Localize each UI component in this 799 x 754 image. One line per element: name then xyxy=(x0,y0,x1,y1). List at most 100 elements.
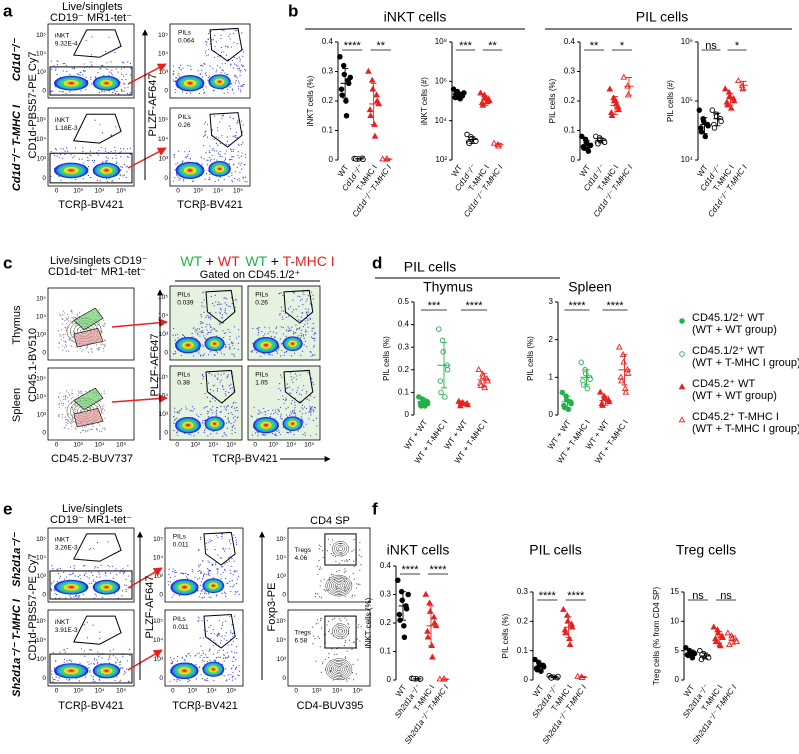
event xyxy=(71,426,72,427)
event xyxy=(208,593,209,594)
event xyxy=(224,655,225,656)
event xyxy=(207,549,208,550)
event xyxy=(205,654,206,655)
event xyxy=(217,65,218,66)
event xyxy=(96,595,97,596)
event xyxy=(294,401,295,402)
gate-value: 0.039 xyxy=(177,300,194,307)
event xyxy=(63,399,64,400)
event xyxy=(99,309,100,310)
gate-value: 1.18E-3 xyxy=(55,125,78,132)
event xyxy=(199,667,200,668)
event xyxy=(306,331,307,332)
event xyxy=(224,550,225,551)
event xyxy=(320,620,321,621)
event xyxy=(282,395,283,396)
event xyxy=(229,346,230,347)
event xyxy=(209,324,210,325)
event xyxy=(296,328,297,329)
error-bar xyxy=(356,159,362,160)
event xyxy=(91,54,92,55)
event xyxy=(52,90,53,91)
event xyxy=(192,569,193,570)
event xyxy=(124,584,125,585)
event xyxy=(256,328,257,329)
event xyxy=(120,680,121,681)
event xyxy=(200,564,201,565)
event xyxy=(206,593,207,594)
event xyxy=(254,407,255,408)
y-tick-label: 5 xyxy=(675,646,680,655)
event xyxy=(224,406,225,407)
event xyxy=(359,554,360,555)
event xyxy=(59,157,60,158)
event xyxy=(60,576,61,577)
event xyxy=(172,663,173,664)
event xyxy=(60,180,61,181)
event xyxy=(232,406,233,407)
event xyxy=(297,390,298,391)
event xyxy=(64,427,65,428)
event xyxy=(193,328,194,329)
event xyxy=(64,427,65,428)
event xyxy=(86,348,87,349)
event xyxy=(302,312,303,313)
event xyxy=(241,32,242,33)
event xyxy=(317,622,318,623)
flow-tick-label: 10³ xyxy=(73,688,83,695)
event xyxy=(228,656,229,657)
event xyxy=(210,409,211,410)
event xyxy=(183,179,184,180)
event xyxy=(74,565,75,566)
event xyxy=(224,432,225,433)
data-point xyxy=(366,69,371,74)
event xyxy=(233,354,234,355)
event xyxy=(242,49,243,50)
event xyxy=(223,373,224,374)
chart-title: Spleen xyxy=(568,279,612,295)
event xyxy=(356,673,357,674)
flow-tick-label: 10⁵ xyxy=(116,188,126,195)
event xyxy=(353,573,354,574)
event xyxy=(232,345,233,346)
event xyxy=(313,635,314,636)
event xyxy=(225,668,226,669)
event xyxy=(305,435,306,436)
event xyxy=(126,177,127,178)
event xyxy=(66,318,67,319)
event xyxy=(120,166,121,167)
event xyxy=(62,323,63,324)
event xyxy=(300,374,301,375)
event xyxy=(102,161,103,162)
event xyxy=(241,155,242,156)
event xyxy=(344,617,345,618)
event xyxy=(228,329,229,330)
event xyxy=(230,570,231,571)
flow-tick-label: 0 xyxy=(253,442,257,449)
event xyxy=(188,434,189,435)
event xyxy=(220,38,221,39)
event xyxy=(208,179,209,180)
event xyxy=(240,89,241,90)
event xyxy=(288,432,289,433)
data-point xyxy=(437,327,442,332)
y-axis-label: PIL cells (#) xyxy=(666,80,675,122)
data-point xyxy=(430,654,435,659)
event xyxy=(309,400,310,401)
event xyxy=(203,312,204,313)
event xyxy=(285,336,286,337)
event xyxy=(174,411,175,412)
event xyxy=(200,355,201,356)
event xyxy=(280,418,281,419)
event xyxy=(104,91,105,92)
event xyxy=(224,333,225,334)
event xyxy=(312,295,313,296)
event xyxy=(204,596,205,597)
event xyxy=(64,312,65,313)
event xyxy=(203,89,204,90)
event xyxy=(344,568,345,569)
flow-tick-label: 10⁵ xyxy=(116,688,126,695)
event xyxy=(64,320,65,321)
density xyxy=(218,81,221,83)
event xyxy=(114,90,115,91)
